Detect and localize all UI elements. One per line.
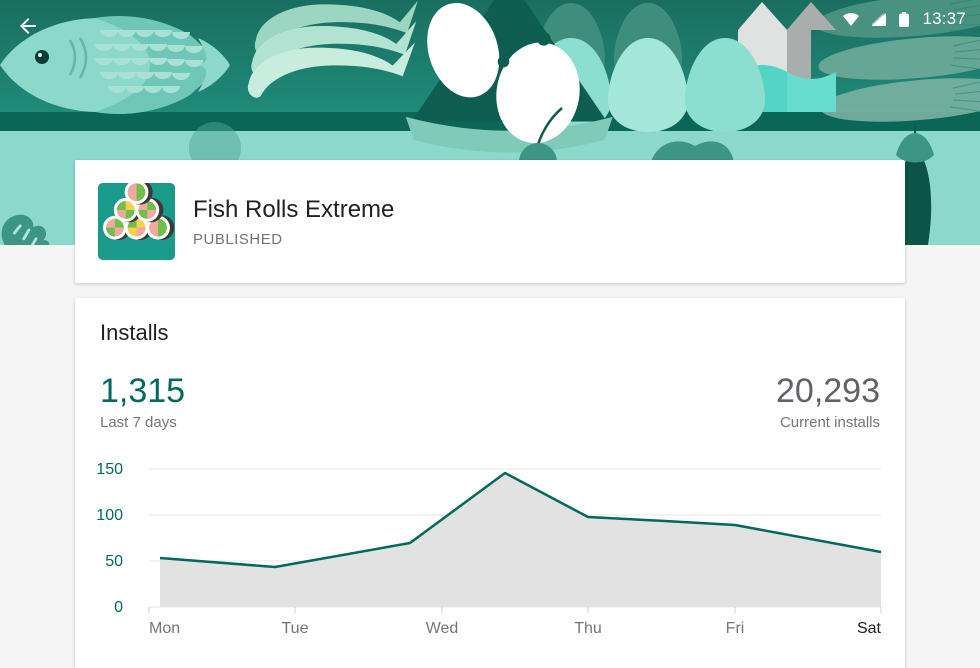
svg-text:Sat: Sat xyxy=(857,620,882,637)
svg-text:100: 100 xyxy=(96,507,123,524)
svg-text:Tue: Tue xyxy=(282,620,309,637)
svg-text:150: 150 xyxy=(96,461,123,478)
svg-text:50: 50 xyxy=(105,553,123,570)
svg-text:0: 0 xyxy=(114,599,123,616)
svg-text:Thu: Thu xyxy=(574,620,602,637)
svg-text:Wed: Wed xyxy=(426,620,459,637)
svg-text:Fri: Fri xyxy=(726,620,745,637)
svg-text:Mon: Mon xyxy=(149,620,180,637)
